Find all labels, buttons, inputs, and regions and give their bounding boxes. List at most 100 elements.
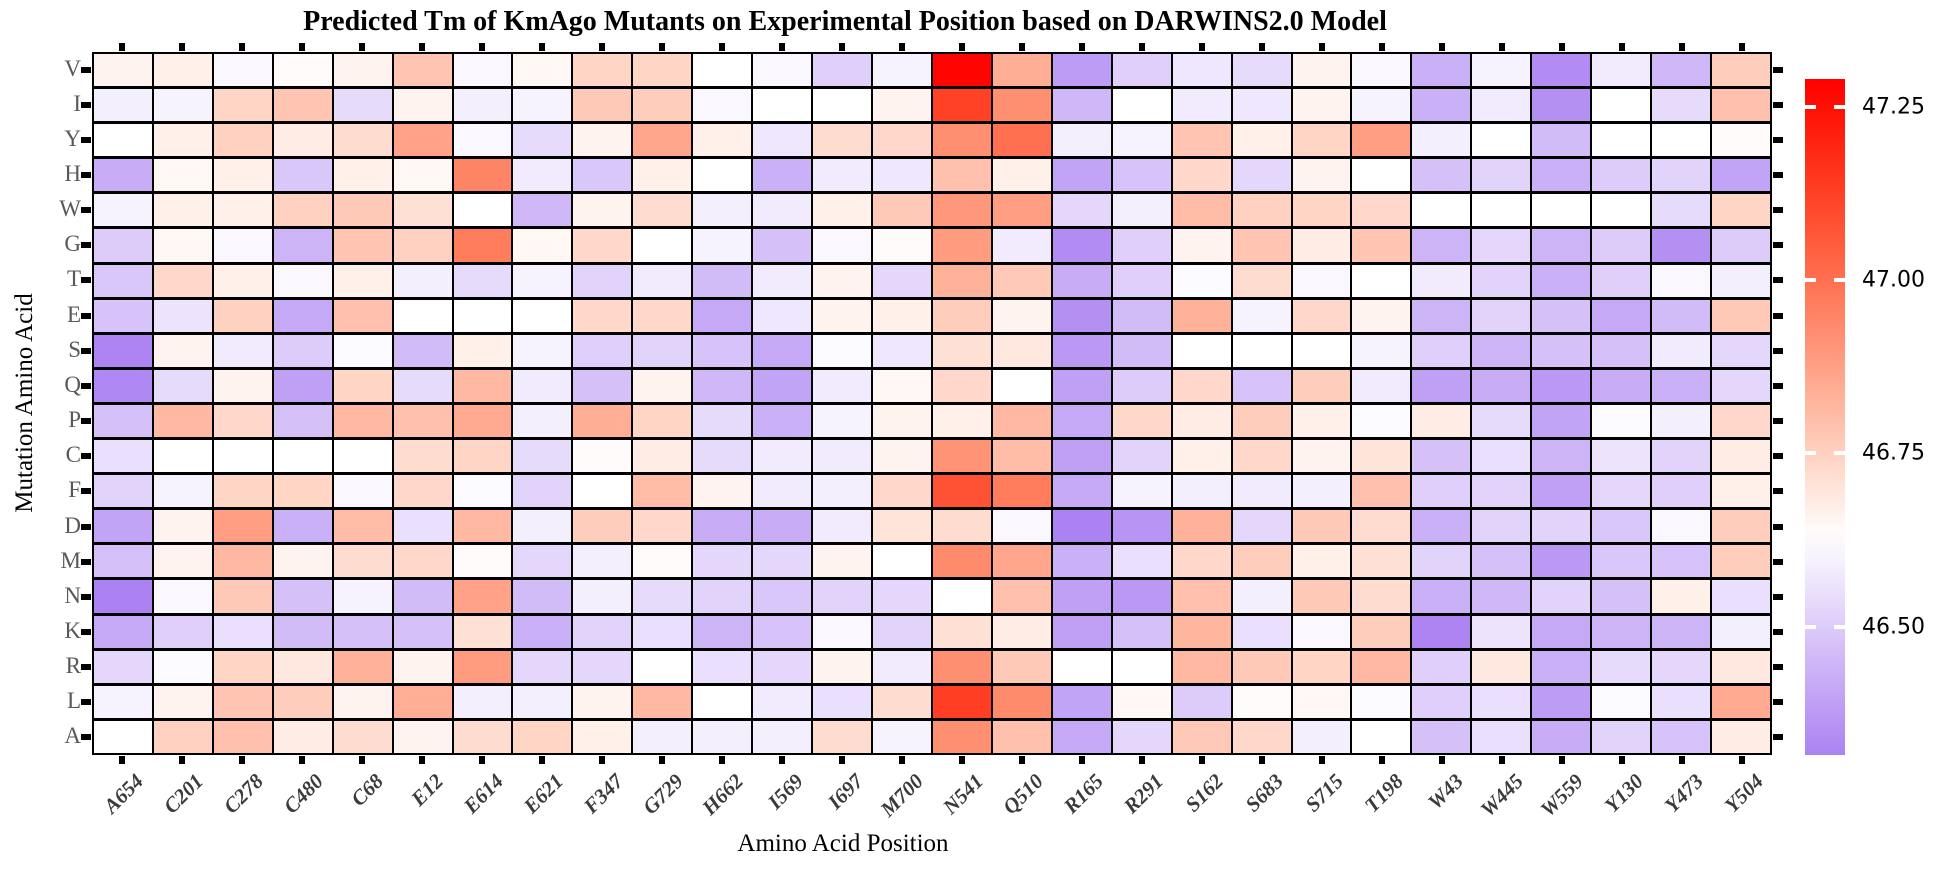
heatmap-cell	[693, 159, 752, 192]
heatmap-cell	[273, 615, 332, 648]
axis-tick	[1773, 136, 1783, 143]
y-tick-label: R	[65, 653, 81, 679]
x-tick-label: N541	[937, 769, 988, 819]
heatmap-cell	[1292, 580, 1351, 613]
axis-tick	[959, 756, 965, 764]
heatmap-cell	[1412, 404, 1471, 438]
heatmap-cell	[1112, 580, 1171, 613]
y-tick-label: Q	[64, 371, 81, 397]
axis-tick	[1559, 756, 1565, 764]
heatmap-cell	[693, 369, 752, 402]
heatmap-cell	[1172, 510, 1231, 543]
heatmap-cell	[1532, 440, 1591, 473]
axis-tick	[1773, 382, 1783, 389]
y-tick-label: M	[60, 547, 81, 573]
axis-tick	[81, 523, 91, 530]
heatmap-cell	[1652, 685, 1711, 718]
heatmap-cell	[1712, 89, 1770, 122]
heatmap-cell	[393, 369, 452, 402]
axis-tick	[81, 277, 91, 284]
heatmap-cell	[1052, 89, 1111, 122]
heatmap-cell	[1652, 440, 1711, 473]
heatmap-cell	[393, 124, 452, 157]
heatmap-cell	[1592, 369, 1651, 402]
heatmap-cell	[1112, 440, 1171, 473]
heatmap-cell	[693, 229, 752, 262]
x-tick-label: F347	[578, 769, 628, 819]
axis-tick	[539, 43, 545, 51]
heatmap-cell	[1112, 404, 1171, 438]
heatmap-cell	[94, 440, 152, 473]
x-tick-label: W559	[1535, 769, 1588, 822]
heatmap-cell	[1592, 124, 1651, 157]
heatmap-cell	[1352, 404, 1411, 438]
heatmap-cell	[393, 299, 452, 332]
heatmap-cell	[693, 404, 752, 438]
heatmap-cell	[213, 475, 272, 508]
heatmap-cell	[333, 229, 392, 262]
heatmap-cell	[992, 545, 1051, 578]
axis-tick	[179, 43, 185, 51]
heatmap-cell	[1292, 369, 1351, 402]
heatmap-cell	[1592, 545, 1651, 578]
x-tick-label: A654	[98, 769, 148, 819]
x-tick-label: Q510	[997, 769, 1048, 819]
heatmap-cell	[932, 440, 991, 473]
axis-tick	[81, 593, 91, 600]
heatmap-cell	[1292, 124, 1351, 157]
heatmap-cell	[1532, 89, 1591, 122]
axis-tick	[1773, 172, 1783, 179]
heatmap-cell	[1352, 650, 1411, 683]
heatmap-cell	[153, 159, 212, 192]
axis-tick	[1499, 756, 1505, 764]
heatmap-cell	[94, 299, 152, 332]
heatmap-cell	[992, 159, 1051, 192]
heatmap-cell	[693, 124, 752, 157]
heatmap-cell	[693, 650, 752, 683]
heatmap-cell	[1472, 124, 1531, 157]
colorbar-tick	[1805, 451, 1816, 456]
axis-tick	[1559, 43, 1565, 51]
heatmap-cell	[873, 159, 931, 192]
heatmap-cell	[1712, 720, 1770, 753]
heatmap-cell	[1532, 475, 1591, 508]
heatmap-cell	[1412, 334, 1471, 367]
heatmap-cell	[94, 720, 152, 753]
heatmap-cell	[1292, 510, 1351, 543]
heatmap-cell	[1172, 299, 1231, 332]
heatmap-cell	[1232, 440, 1291, 473]
heatmap-cell	[1472, 334, 1531, 367]
heatmap-cell	[333, 545, 392, 578]
heatmap-cell	[1352, 615, 1411, 648]
heatmap-cell	[932, 54, 991, 87]
axis-tick	[1679, 756, 1685, 764]
axis-tick	[599, 756, 605, 764]
heatmap-cell	[1112, 475, 1171, 508]
heatmap-cell	[1412, 580, 1471, 613]
chart-title: Predicted Tm of KmAgo Mutants on Experim…	[303, 6, 1387, 37]
heatmap-cell	[992, 685, 1051, 718]
heatmap-cell	[1532, 194, 1591, 227]
heatmap-cell	[573, 54, 632, 87]
heatmap-cell	[573, 440, 632, 473]
heatmap-cell	[273, 264, 332, 297]
axis-tick	[719, 756, 725, 764]
x-tick-label: R165	[1058, 769, 1108, 819]
heatmap-cell	[1232, 650, 1291, 683]
heatmap-cell	[393, 475, 452, 508]
axis-tick	[81, 699, 91, 706]
heatmap-cell	[1052, 264, 1111, 297]
heatmap-cell	[213, 89, 272, 122]
heatmap-cell	[1232, 89, 1291, 122]
axis-tick	[1139, 756, 1145, 764]
heatmap-cell	[153, 369, 212, 402]
heatmap-cell	[1052, 54, 1111, 87]
axis-tick	[359, 756, 365, 764]
heatmap-cell	[153, 545, 212, 578]
y-tick-label: Y	[64, 125, 81, 151]
heatmap-cell	[1712, 685, 1770, 718]
heatmap-cell	[513, 720, 572, 753]
heatmap-cell	[873, 545, 931, 578]
heatmap-cell	[333, 159, 392, 192]
heatmap-cell	[753, 545, 812, 578]
